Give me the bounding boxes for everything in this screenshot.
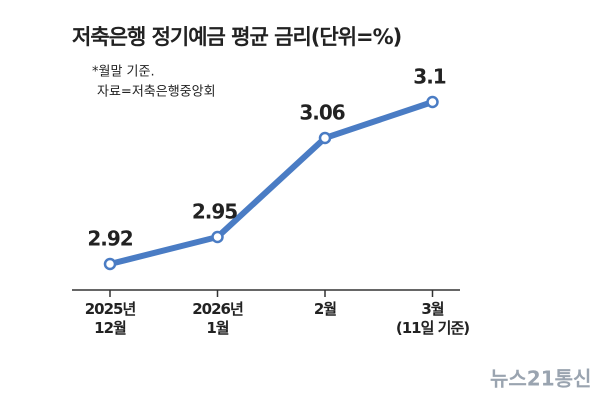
data-label: 2.95: [192, 200, 237, 224]
line: [109, 99, 434, 267]
x-tick-label: 2026년 1월: [192, 300, 244, 337]
data-label: 2.92: [87, 227, 132, 251]
watermark: 뉴스21통신: [490, 367, 591, 391]
marker: [211, 230, 224, 244]
note: *월말 기준.: [92, 65, 155, 80]
note: 자료=저축은행중앙회: [97, 84, 216, 100]
chart-title: 저축은행 정기예금 평균 금리(단위=%): [72, 25, 401, 49]
marker: [426, 95, 439, 109]
x-tick-label: 2025년 12월: [84, 300, 137, 337]
data-label: 3.06: [299, 101, 344, 125]
x-tick-label: 2월: [313, 300, 337, 318]
marker: [103, 257, 117, 271]
data-label: 3.1: [413, 65, 446, 89]
x-tick-label: 3월 (11일 기준): [395, 300, 470, 337]
marker: [318, 131, 332, 145]
